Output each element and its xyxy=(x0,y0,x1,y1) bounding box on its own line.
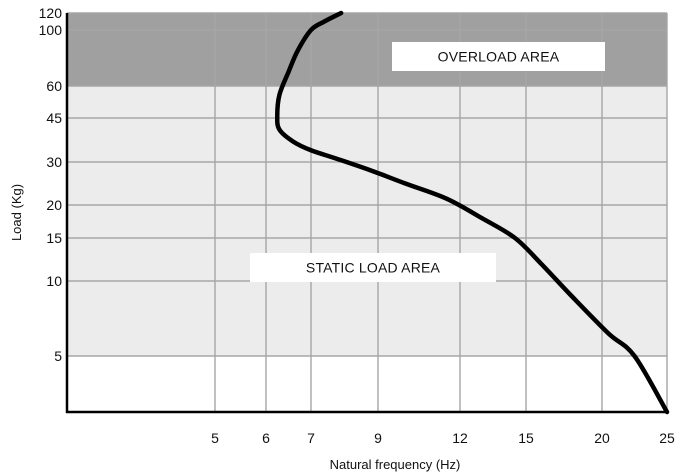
y-tick-label: 120 xyxy=(39,5,63,21)
series-line-0 xyxy=(274,10,670,415)
x-tick-label: 9 xyxy=(374,430,382,446)
labels-layer: Natural frequency (Hz) Load (Kg) OVERLOA… xyxy=(9,42,605,472)
x-tick-label: 7 xyxy=(307,430,315,446)
x-tick-label: 6 xyxy=(262,430,270,446)
y-tick-label: 5 xyxy=(54,348,62,364)
y-tick-label: 30 xyxy=(46,154,62,170)
y-tick-label: 45 xyxy=(46,110,62,126)
y-tick-label: 15 xyxy=(46,230,62,246)
y-tick-label: 20 xyxy=(46,197,62,213)
region-label-box-1 xyxy=(250,253,496,282)
x-tick-label: 15 xyxy=(518,430,534,446)
x-tick-label: 25 xyxy=(659,430,675,446)
x-tick-label: 5 xyxy=(211,430,219,446)
grid-layer xyxy=(67,12,668,412)
y-axis-label: Load (Kg) xyxy=(9,184,24,241)
region-fill-1 xyxy=(67,86,667,356)
y-tick-label: 100 xyxy=(39,22,63,38)
regions-layer xyxy=(67,13,667,356)
region-label-0: OVERLOAD AREA xyxy=(438,49,560,65)
x-tick-label: 12 xyxy=(452,430,468,446)
region-label-1: STATIC LOAD AREA xyxy=(306,260,441,276)
y-tick-label: 60 xyxy=(46,78,62,94)
curve-layer xyxy=(274,10,670,415)
y-tick-label: 10 xyxy=(46,273,62,289)
axis-layer xyxy=(65,13,668,414)
region-label-box-0 xyxy=(392,42,605,71)
x-tick-label: 20 xyxy=(594,430,610,446)
x-axis-label: Natural frequency (Hz) xyxy=(330,457,461,472)
